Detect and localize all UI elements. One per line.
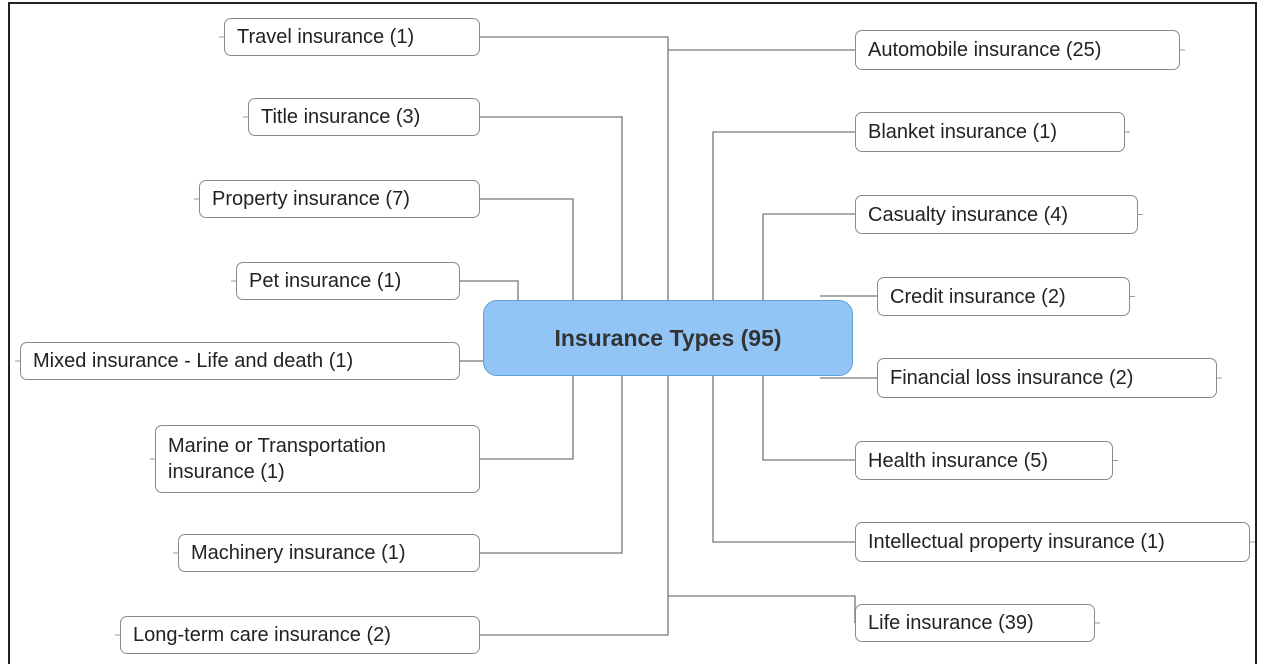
connector xyxy=(480,198,574,300)
topic-node: Automobile insurance (25) xyxy=(855,30,1180,70)
topic-node: Life insurance (39) xyxy=(855,604,1095,642)
topic-node: Health insurance (5) xyxy=(855,441,1113,480)
connector xyxy=(480,376,574,460)
topic-node: Financial loss insurance (2) xyxy=(877,358,1217,398)
connector xyxy=(480,596,669,636)
topic-node: Blanket insurance (1) xyxy=(855,112,1125,152)
topic-node: Property insurance (7) xyxy=(199,180,480,218)
connector xyxy=(712,376,855,543)
connector xyxy=(668,595,856,623)
topic-node: Intellectual property insurance (1) xyxy=(855,522,1250,562)
topic-node: Marine or Transportation insurance (1) xyxy=(155,425,480,493)
central-node: Insurance Types (95) xyxy=(483,300,853,376)
connector xyxy=(480,376,623,554)
connector xyxy=(480,116,623,300)
topic-node: Pet insurance (1) xyxy=(236,262,460,300)
topic-node: Travel insurance (1) xyxy=(224,18,480,56)
connector xyxy=(480,36,669,596)
topic-node: Mixed insurance - Life and death (1) xyxy=(20,342,460,380)
topic-node: Machinery insurance (1) xyxy=(178,534,480,572)
topic-node: Title insurance (3) xyxy=(248,98,480,136)
connector xyxy=(712,131,855,300)
connector xyxy=(460,280,519,300)
connector xyxy=(762,213,855,300)
connector xyxy=(762,376,855,461)
topic-node: Credit insurance (2) xyxy=(877,277,1130,316)
topic-node: Casualty insurance (4) xyxy=(855,195,1138,234)
topic-node: Long-term care insurance (2) xyxy=(120,616,480,654)
